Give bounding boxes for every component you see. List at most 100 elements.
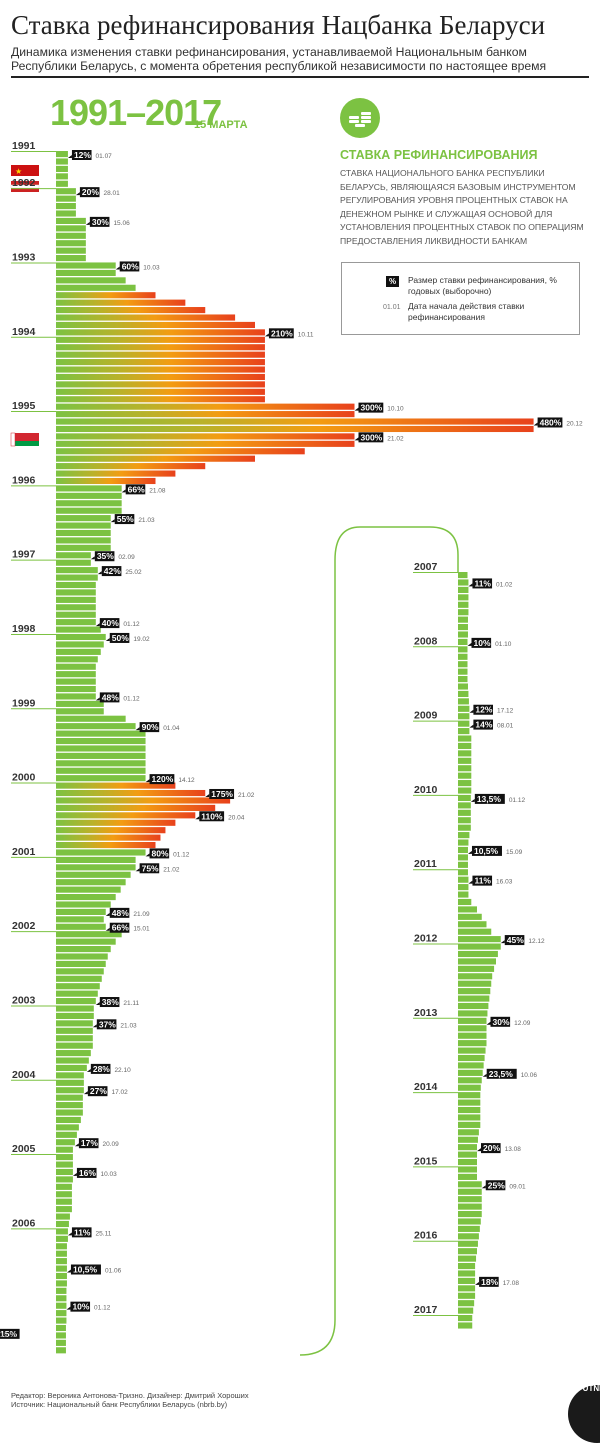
rate-bar [56, 611, 96, 618]
rate-bar [56, 225, 86, 232]
rate-bar [458, 928, 492, 935]
rate-bar [56, 752, 146, 759]
rate-bar [56, 1243, 67, 1250]
rate-bar [56, 1027, 93, 1034]
rate-bar [56, 299, 186, 306]
value-label-box [78, 1138, 99, 1149]
date-label: 12.12 [528, 938, 545, 945]
ussr-flag-icon: ★ [10, 165, 40, 192]
rate-bar [56, 203, 76, 210]
rate-bar [56, 663, 96, 670]
rate-bar [458, 757, 472, 764]
rate-bar [458, 1151, 477, 1158]
rate-bar [458, 1092, 481, 1099]
year-label: 2000 [12, 772, 36, 784]
legend-date-label: Дата начала действия ставки рефинансиров… [408, 301, 525, 322]
rate-bar [56, 819, 176, 826]
rate-bar [458, 668, 468, 675]
value-label-box [90, 1063, 111, 1074]
year-label: 1996 [12, 474, 36, 486]
rate-bar [56, 648, 101, 655]
value-label-box [0, 1328, 20, 1339]
rate-bar [56, 1057, 89, 1064]
rate-bar [458, 1144, 477, 1151]
rate-bar [56, 515, 111, 522]
value-label-pointer [86, 1068, 91, 1072]
value-label-box [472, 578, 493, 589]
value-label-box [139, 863, 160, 874]
rate-bar [458, 1099, 481, 1106]
rate-bar [458, 594, 469, 601]
rate-bar [56, 411, 355, 418]
value-label: 20% [483, 1143, 500, 1153]
rate-bar [458, 1292, 476, 1299]
rate-bar [56, 195, 76, 202]
rate-bar [56, 559, 91, 566]
value-label-box [139, 722, 160, 733]
rate-bar [56, 775, 146, 782]
value-label-box [471, 845, 502, 856]
rate-bar [56, 255, 86, 262]
date-label: 28.01 [104, 190, 121, 197]
rate-bar [56, 366, 265, 373]
rate-bar [56, 1324, 66, 1332]
rate-bar [56, 879, 126, 886]
rate-bar [458, 609, 469, 616]
rate-bar [56, 1280, 67, 1287]
value-label-pointer [145, 853, 150, 857]
rate-bar [458, 988, 491, 995]
value-label: 300% [361, 403, 383, 413]
year-label: 2001 [12, 846, 36, 858]
rate-bar [458, 624, 468, 631]
value-label-box [473, 704, 493, 715]
value-label-pointer [195, 816, 200, 820]
date-label: 15.09 [506, 849, 523, 856]
value-label-pointer [95, 623, 100, 627]
value-label-pointer [468, 583, 473, 587]
rate-bar [56, 1005, 94, 1012]
rate-bar [56, 217, 86, 224]
rate-bar [56, 1310, 67, 1317]
rate-bar [56, 232, 86, 239]
value-label-box [70, 1264, 101, 1275]
rate-bar [56, 433, 355, 440]
rate-bar [458, 980, 492, 987]
value-label: 13,5% [477, 794, 502, 804]
value-label-box [109, 922, 130, 933]
rate-bar [458, 1077, 482, 1084]
rate-bar [56, 1094, 83, 1101]
rate-bar [56, 1087, 84, 1094]
rate-bar [56, 574, 98, 581]
value-label: 27% [90, 1086, 107, 1096]
value-label-pointer [67, 1232, 72, 1236]
rate-bar [458, 1225, 480, 1232]
value-label-box [358, 432, 384, 443]
value-label-pointer [97, 571, 102, 575]
rate-bar [458, 1010, 488, 1017]
rate-bar [458, 1025, 487, 1032]
rate-bar [56, 760, 146, 767]
date-label: 10.03 [143, 264, 160, 271]
rate-bar [56, 321, 255, 329]
value-label: 10% [72, 1302, 89, 1312]
value-label-box [209, 788, 235, 799]
rate-bar [458, 1307, 474, 1314]
value-label: 45% [507, 935, 524, 945]
year-label: 1991 [12, 140, 36, 152]
rate-bar [56, 990, 98, 997]
value-label: 50% [112, 633, 129, 643]
year-label: 1994 [12, 326, 36, 338]
rate-bar [56, 165, 68, 172]
value-label-pointer [90, 556, 95, 560]
value-label-box [114, 514, 135, 525]
date-label: 17.08 [503, 1280, 520, 1287]
value-label: 110% [201, 811, 223, 821]
value-label-box [70, 1301, 91, 1312]
date-label: 10.10 [387, 406, 404, 413]
date-label: 01.10 [495, 641, 512, 648]
value-label-pointer [470, 798, 475, 802]
value-label-box [486, 1068, 517, 1079]
year-label: 1999 [12, 697, 36, 709]
value-label-box [479, 1276, 499, 1287]
rate-bar [56, 938, 116, 945]
